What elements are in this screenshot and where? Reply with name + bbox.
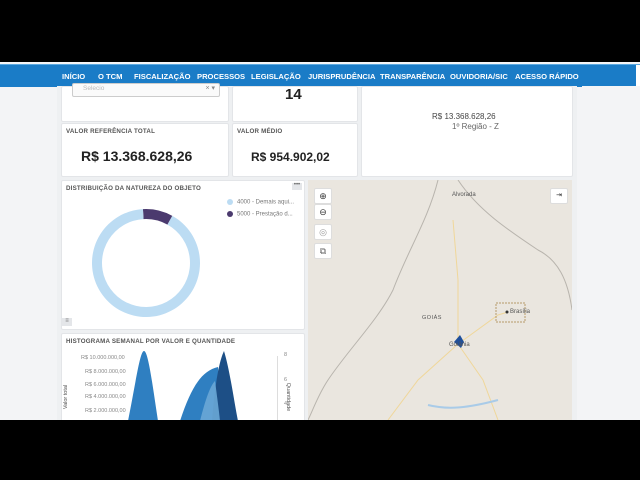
more-dots-icon[interactable]: ••• xyxy=(292,182,302,190)
nav-ouvidoria[interactable]: OUVIDORIA/SIC xyxy=(450,72,508,81)
region-card: R$ 13.368.628,26 1º Região - Z xyxy=(361,86,573,177)
average-value-card: VALOR MÉDIO R$ 954.902,02 xyxy=(232,123,358,177)
road-4 xyxy=(452,219,459,344)
river-1 xyxy=(427,399,499,409)
legend-dot-5000 xyxy=(227,211,233,217)
browser-viewport: INÍCIO O TCM FISCALIZAÇÃO PROCESSOS LEGI… xyxy=(0,62,640,420)
average-value: R$ 954.902,02 xyxy=(251,150,330,164)
main-navigation: INÍCIO O TCM FISCALIZAÇÃO PROCESSOS LEGI… xyxy=(0,64,640,87)
histogram-card: HISTOGRAMA SEMANAL POR VALOR E QUANTIDAD… xyxy=(61,333,305,420)
right-tick-8: 8 xyxy=(284,352,288,358)
y-tick-2m: R$ 2.000.000,00 xyxy=(85,408,126,414)
count-card: 14 xyxy=(232,86,358,122)
road-3 xyxy=(457,311,509,345)
reference-total-value: R$ 13.368.628,26 xyxy=(81,148,193,164)
donut-chart-card: DISTRIBUIÇÃO DA NATUREZA DO OBJETO ••• 4… xyxy=(61,180,305,330)
zoom-in-icon[interactable]: ⊕ xyxy=(314,188,332,204)
region-value: R$ 13.368.628,26 xyxy=(432,112,496,121)
donut-slice-0[interactable] xyxy=(92,209,200,317)
nav-edge xyxy=(636,65,640,87)
nav-jurisprudencia[interactable]: JURISPRUDÊNCIA xyxy=(308,72,376,81)
nav-transparencia[interactable]: TRANSPARÊNCIA xyxy=(380,72,446,81)
nav-fiscalizacao[interactable]: FISCALIZAÇÃO xyxy=(134,72,191,81)
right-tick-4: 4 xyxy=(284,401,288,407)
legend-dot-4000 xyxy=(227,199,233,205)
fullscreen-icon[interactable]: ⇥ xyxy=(550,188,568,204)
map-label-goiania: Goiânia xyxy=(449,342,470,348)
nav-acesso-rapido[interactable]: ACESSO RÁPIDO xyxy=(515,72,579,81)
road-1 xyxy=(457,343,499,420)
area-series-4 xyxy=(200,381,220,420)
legend-label-4000: 4000 - Demais aqui... xyxy=(237,199,295,206)
table-view-icon[interactable]: ≡ xyxy=(62,318,72,326)
donut-slice-1[interactable] xyxy=(142,209,173,225)
area-series-1 xyxy=(128,351,158,420)
brasilia-dot xyxy=(505,310,509,314)
y-tick-4m: R$ 4.000.000,00 xyxy=(85,394,126,400)
count-value: 14 xyxy=(285,86,302,103)
map-label-brasilia: Brasília xyxy=(510,309,531,315)
histogram-title: HISTOGRAMA SEMANAL POR VALOR E QUANTIDAD… xyxy=(66,338,236,345)
region-label: 1º Região - Z xyxy=(452,122,499,131)
histogram-plot xyxy=(128,351,238,420)
reference-total-card: VALOR REFERÊNCIA TOTAL R$ 13.368.628,26 xyxy=(61,123,229,177)
clear-chevron-icon[interactable]: × ▾ xyxy=(205,85,215,92)
reference-total-title: VALOR REFERÊNCIA TOTAL xyxy=(66,128,156,135)
state-border-east xyxy=(457,180,572,311)
nav-o-tcm[interactable]: O TCM xyxy=(98,72,123,81)
zoom-out-icon[interactable]: ⊖ xyxy=(314,204,332,220)
right-axis-line xyxy=(277,356,278,420)
letterbox-top xyxy=(0,0,640,62)
map-label-alvorada: Alvorada xyxy=(452,192,476,198)
area-series-3 xyxy=(212,351,238,420)
layers-icon[interactable]: ⧉ xyxy=(314,243,332,259)
filter-card: Selecio × ▾ xyxy=(61,83,229,122)
y-tick-10m: R$ 10.000.000,00 xyxy=(81,355,125,361)
legend-label-5000: 5000 - Prestação d... xyxy=(237,211,293,218)
nav-legislacao[interactable]: LEGISLAÇÃO xyxy=(251,72,301,81)
legend-item-5000[interactable]: 5000 - Prestação d... xyxy=(227,211,293,218)
donut-chart-title: DISTRIBUIÇÃO DA NATUREZA DO OBJETO xyxy=(66,185,202,192)
goiania-marker xyxy=(454,335,464,348)
state-border xyxy=(308,180,439,420)
page-margin xyxy=(582,86,640,420)
nav-processos[interactable]: PROCESSOS xyxy=(197,72,246,81)
donut-slices xyxy=(92,209,200,317)
y-tick-6m: R$ 6.000.000,00 xyxy=(85,382,126,388)
filter-dropdown[interactable]: Selecio × ▾ xyxy=(72,83,220,97)
road-2 xyxy=(387,343,459,420)
filter-placeholder: Selecio xyxy=(83,85,105,92)
donut-chart xyxy=(92,209,200,317)
map-panel[interactable]: Alvorada GOIÁS Brasília Goiânia ⊕ ⊖ ◎ ⧉ … xyxy=(308,180,572,420)
letterbox-bottom xyxy=(0,420,640,480)
map-canvas xyxy=(308,180,572,420)
y-tick-8m: R$ 8.000.000,00 xyxy=(85,369,126,375)
reset-icon[interactable]: ◎ xyxy=(314,224,332,240)
legend-item-4000[interactable]: 4000 - Demais aqui... xyxy=(227,199,294,206)
y-axis-label-left: Valor total xyxy=(63,384,70,410)
right-tick-6: 6 xyxy=(284,377,288,383)
map-label-goias: GOIÁS xyxy=(422,315,442,321)
nav-inicio[interactable]: INÍCIO xyxy=(62,72,86,81)
average-value-title: VALOR MÉDIO xyxy=(237,128,283,135)
